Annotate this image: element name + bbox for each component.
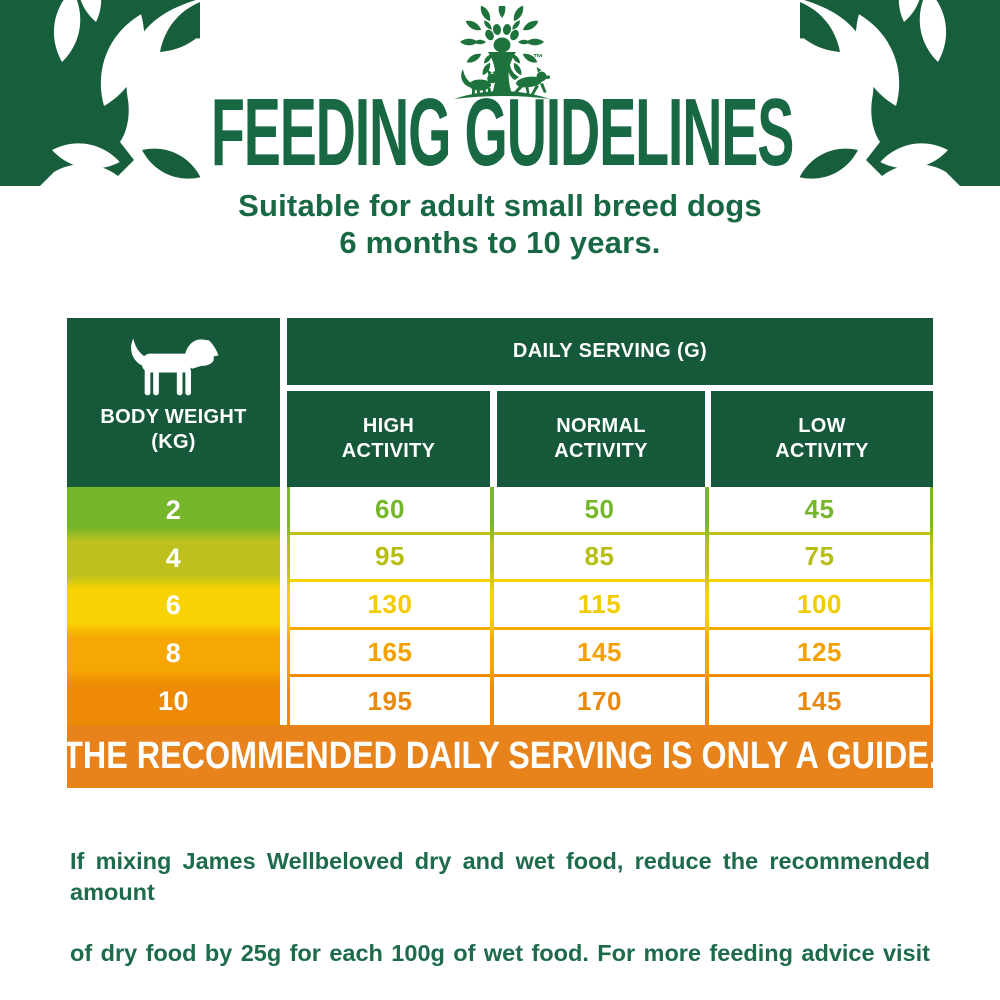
header-high-activity: HIGH ACTIVITY — [287, 391, 490, 487]
page-title-text: FEEDING GUIDELINES — [210, 79, 795, 186]
subtitle-line-2: 6 months to 10 years. — [339, 225, 661, 260]
footer-line-2: of dry food by 25g for each 100g of wet … — [70, 939, 930, 966]
serving-value: 165 — [290, 629, 490, 678]
serving-value: 95 — [290, 534, 490, 583]
cat-silhouette — [461, 69, 497, 96]
serving-value: 75 — [709, 534, 930, 583]
page-title: FEEDING GUIDELINES — [0, 79, 1000, 186]
header-normal-activity: NORMAL ACTIVITY — [497, 391, 705, 487]
weight-value: 8 — [165, 638, 182, 669]
feeding-table: BODY WEIGHT (KG) DAILY SERVING (G) HIGH … — [63, 318, 937, 788]
serving-grid: 60 50 45 95 85 75 130 115 100 165 145 12… — [287, 487, 933, 725]
tree-paw-cat-dog-logo — [454, 6, 550, 99]
dog-silhouette-icon — [130, 338, 218, 396]
weight-column: 2 4 6 8 10 — [67, 487, 280, 725]
serving-value: 115 — [494, 582, 705, 630]
tree-trunk — [488, 52, 516, 94]
guide-banner: THE RECOMMENDED DAILY SERVING IS ONLY A … — [63, 725, 937, 788]
header-daily-serving: DAILY SERVING (G) — [287, 318, 933, 385]
grid-line — [490, 487, 494, 725]
leaf-branch-ornament-left — [0, 0, 200, 188]
trademark-symbol: ™ — [533, 53, 543, 64]
body-weight-label: BODY WEIGHT — [100, 406, 247, 428]
footer-line-1: If mixing James Wellbeloved dry and wet … — [70, 848, 930, 905]
serving-value: 145 — [709, 677, 930, 725]
weight-value: 6 — [165, 590, 182, 621]
serving-value: 170 — [494, 677, 705, 725]
serving-value: 145 — [494, 629, 705, 678]
serving-value: 85 — [494, 534, 705, 583]
grid-line — [930, 487, 933, 725]
serving-value: 130 — [290, 582, 490, 630]
paw-pad — [493, 37, 511, 53]
subtitle-line-1: Suitable for adult small breed dogs — [238, 188, 762, 223]
grid-line — [705, 487, 709, 725]
weight-value: 4 — [165, 542, 182, 573]
serving-value: 45 — [709, 487, 930, 535]
weight-value: 2 — [165, 495, 182, 526]
daily-serving-label: DAILY SERVING (G) — [512, 340, 708, 362]
grid-line — [287, 487, 290, 725]
footer-note: If mixing James Wellbeloved dry and wet … — [70, 846, 930, 1000]
serving-value: 195 — [290, 677, 490, 725]
guide-banner-text: THE RECOMMENDED DAILY SERVING IS ONLY A … — [62, 735, 938, 777]
leaf-branch-ornament-right — [800, 0, 1000, 188]
serving-value: 50 — [494, 487, 705, 535]
header-body-weight: BODY WEIGHT (KG) — [67, 318, 280, 487]
serving-value: 60 — [290, 487, 490, 535]
header-low-activity: LOW ACTIVITY — [711, 391, 933, 487]
subtitle: Suitable for adult small breed dogs 6 mo… — [0, 187, 1000, 261]
weight-value: 10 — [157, 685, 190, 716]
serving-value: 100 — [709, 582, 930, 630]
dog-silhouette-logo — [508, 65, 550, 95]
serving-value: 125 — [709, 629, 930, 678]
body-weight-unit: (KG) — [151, 431, 196, 453]
